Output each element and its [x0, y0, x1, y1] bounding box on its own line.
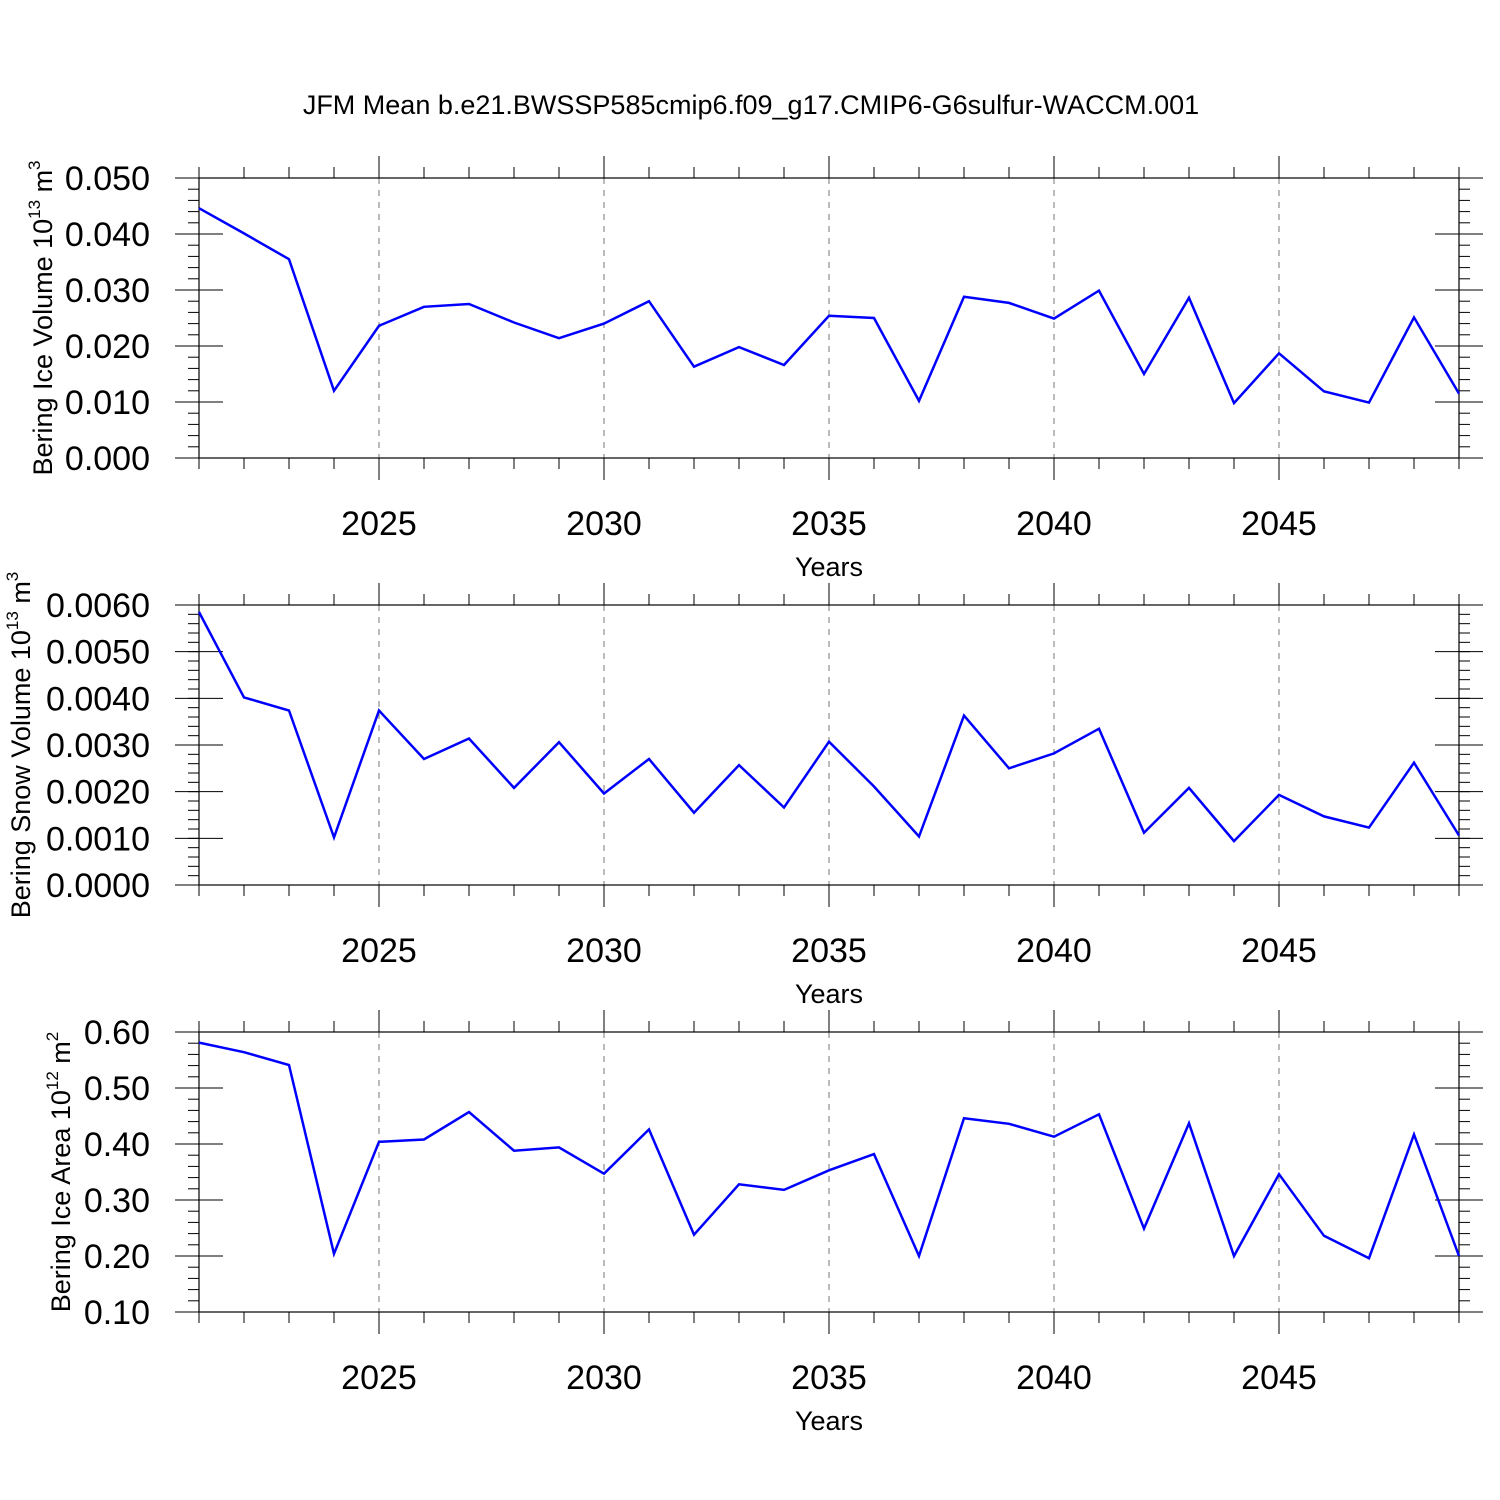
x-tick-label: 2045 — [1241, 1359, 1317, 1397]
x-tick-label: 2025 — [341, 1359, 417, 1397]
x-tick-label: 2030 — [566, 1359, 642, 1397]
chart-title: JFM Mean b.e21.BWSSP585cmip6.f09_g17.CMI… — [303, 90, 1199, 120]
x-tick-label: 2035 — [791, 1359, 867, 1397]
x-tick-label: 2030 — [566, 932, 642, 970]
y-tick-label: 0.50 — [84, 1070, 150, 1108]
y-tick-label: 0.0000 — [46, 867, 150, 905]
x-axis-title: Years — [795, 979, 863, 1009]
y-tick-label: 0.0020 — [46, 774, 150, 812]
y-tick-label: 0.0050 — [46, 634, 150, 672]
x-tick-label: 2045 — [1241, 932, 1317, 970]
panel-2: 0.0000 0.0010 0.0020 0.0030 0.0040 0.0050 0.00… — [3, 572, 1483, 1009]
x-tick-label: 2040 — [1016, 1359, 1092, 1397]
y-tick-label: 0.40 — [84, 1126, 150, 1164]
y-tick-label: 0.0010 — [46, 820, 150, 858]
y-tick-label: 0.000 — [65, 440, 150, 478]
y-tick-label: 0.30 — [84, 1182, 150, 1220]
x-tick-label: 2040 — [1016, 505, 1092, 543]
panel-1: 0.000 0.010 0.020 0.030 0.040 0.050 2025 2030 20… — [25, 156, 1483, 582]
x-tick-label: 2035 — [791, 932, 867, 970]
y-tick-label: 0.050 — [65, 160, 150, 198]
y-tick-label: 0.60 — [84, 1014, 150, 1052]
panels-group: 0.000 0.010 0.020 0.030 0.040 0.050 2025 2030 20… — [3, 156, 1483, 1436]
x-tick-label: 2045 — [1241, 505, 1317, 543]
y-tick-label: 0.020 — [65, 328, 150, 366]
y-axis-title: Bering Ice Volume 1013 m3 — [25, 160, 58, 475]
x-tick-label: 2030 — [566, 505, 642, 543]
x-axis-title: Years — [795, 1406, 863, 1436]
x-tick-label: 2025 — [341, 932, 417, 970]
panel-3: 0.10 0.20 0.30 0.40 0.50 0.60 2025 2030 2035 2040… — [43, 1010, 1483, 1436]
x-tick-label: 2040 — [1016, 932, 1092, 970]
x-tick-label: 2035 — [791, 505, 867, 543]
x-tick-label: 2025 — [341, 505, 417, 543]
x-axis-title: Years — [795, 552, 863, 582]
y-tick-label: 0.0060 — [46, 587, 150, 625]
y-tick-label: 0.030 — [65, 272, 150, 310]
y-tick-label: 0.010 — [65, 384, 150, 422]
y-tick-label: 0.040 — [65, 216, 150, 254]
y-tick-label: 0.20 — [84, 1238, 150, 1276]
y-tick-label: 0.10 — [84, 1294, 150, 1332]
y-tick-label: 0.0040 — [46, 680, 150, 718]
y-tick-label: 0.0030 — [46, 727, 150, 765]
y-axis-title: Bering Snow Volume 1013 m3 — [3, 572, 36, 919]
y-axis-title: Bering Ice Area 1012 m2 — [43, 1032, 76, 1313]
